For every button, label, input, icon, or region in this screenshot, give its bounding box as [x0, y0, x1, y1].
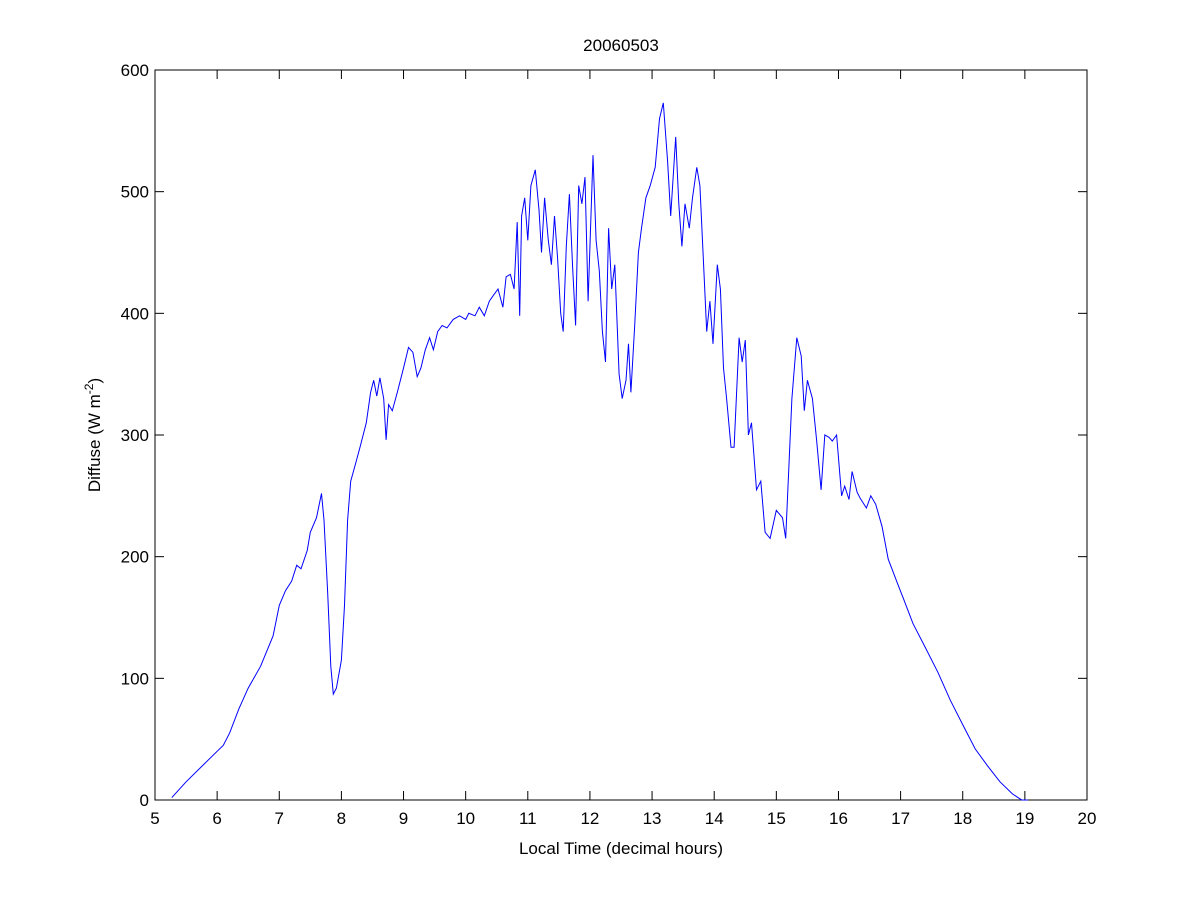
x-tick-label: 14 [705, 809, 724, 828]
x-tick-label: 19 [1015, 809, 1034, 828]
x-axis-label: Local Time (decimal hours) [519, 839, 723, 858]
chart-title: 20060503 [583, 36, 659, 55]
x-tick-label: 7 [275, 809, 284, 828]
y-tick-label: 400 [121, 304, 149, 323]
y-tick-label: 500 [121, 183, 149, 202]
x-tick-label: 12 [580, 809, 599, 828]
y-axis-label-superscript: -2 [82, 383, 96, 394]
x-tick-label: 16 [829, 809, 848, 828]
x-tick-label: 15 [767, 809, 786, 828]
diffuse-series-line [171, 102, 1028, 801]
y-axis-label-close: ) [85, 378, 104, 384]
y-axis-label: Diffuse (W m-2) [82, 378, 104, 492]
x-tick-label: 13 [643, 809, 662, 828]
x-tick-label: 8 [337, 809, 346, 828]
x-tick-label: 5 [150, 809, 159, 828]
x-tick-label: 11 [519, 809, 537, 828]
y-tick-label: 100 [121, 669, 149, 688]
y-tick-label: 0 [140, 791, 149, 810]
x-tick-label: 10 [456, 809, 475, 828]
x-tick-label: 9 [399, 809, 408, 828]
y-tick-label: 600 [121, 61, 149, 80]
y-tick-label: 300 [121, 426, 149, 445]
x-tick-label: 20 [1078, 809, 1097, 828]
x-tick-label: 18 [953, 809, 972, 828]
series-line-group [171, 102, 1028, 801]
axes: 5 6 7 8 9 10 11 12 13 14 15 16 17 18 19 200100200300400… [121, 61, 1097, 828]
y-axis-label-main: Diffuse (W m [85, 394, 104, 492]
x-tick-label: 6 [212, 809, 221, 828]
x-tick-label: 17 [891, 809, 910, 828]
y-tick-label: 200 [121, 548, 149, 567]
